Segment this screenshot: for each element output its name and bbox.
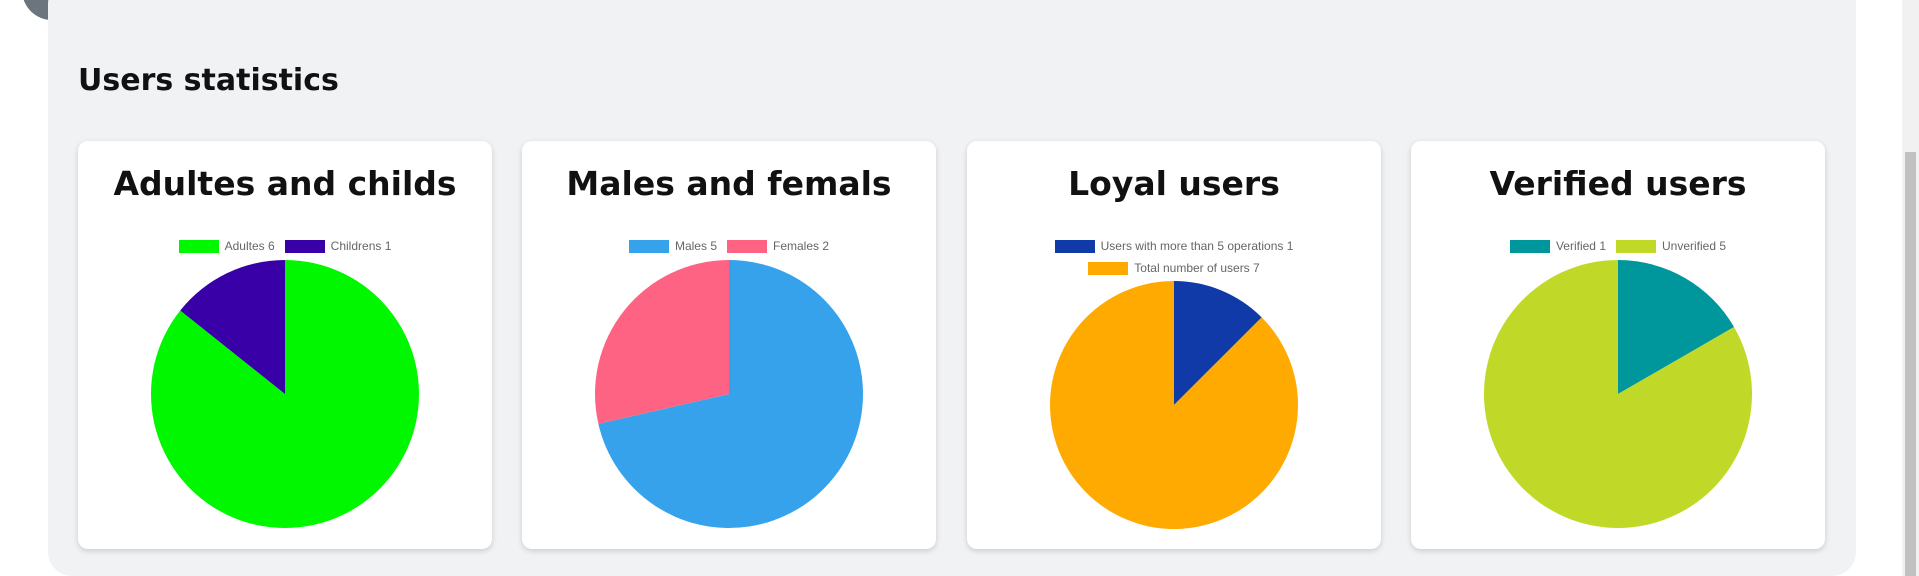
pie-slice-2[interactable]	[1050, 281, 1298, 529]
chart-card-males-females: Males and femals Males 5 Females 2	[522, 141, 936, 549]
pie-chart	[1484, 260, 1752, 528]
legend-label: Unverified 5	[1662, 239, 1727, 253]
section-title: Users statistics	[78, 63, 339, 98]
legend-swatch	[284, 239, 325, 253]
chart-legend: Males 5 Females 2	[522, 237, 936, 255]
legend-label: Adultes 6	[224, 239, 275, 253]
legend-label: Verified 1	[1555, 239, 1606, 253]
legend-label: Males 5	[674, 239, 717, 253]
legend-item-females[interactable]: Females 2	[727, 239, 829, 253]
scrollbar-track[interactable]	[1902, 0, 1919, 576]
pie-chart	[150, 260, 419, 528]
legend-label: Users with more than 5 operations 1	[1100, 239, 1294, 253]
legend-item-males[interactable]: Males 5	[628, 239, 717, 253]
pie-chart	[595, 260, 863, 528]
pie-slice-1[interactable]	[1618, 260, 1735, 394]
legend-swatch	[1088, 261, 1129, 275]
legend-swatch	[628, 239, 669, 253]
legend-swatch	[1509, 239, 1550, 253]
legend-label: Total number of users 7	[1134, 261, 1260, 275]
legend-label: Childrens 1	[330, 239, 392, 253]
chart-legend: Adultes 6 Childrens 1	[78, 237, 492, 255]
chart-legend: Verified 1 Unverified 5	[1411, 237, 1825, 255]
chart-title: Males and femals	[566, 164, 892, 203]
legend-item-verified[interactable]: Verified 1	[1509, 239, 1606, 253]
legend-label: Females 2	[773, 239, 830, 253]
pie-slice-2[interactable]	[1484, 260, 1752, 528]
chart-title: Loyal users	[1068, 164, 1280, 203]
chart-card-adults-children: Adultes and childs Adultes 6 Childrens 1	[78, 141, 492, 549]
pie-slice-2[interactable]	[595, 260, 729, 424]
chart-title: Adultes and childs	[113, 164, 457, 203]
legend-swatch	[1054, 239, 1095, 253]
chart-card-loyal-users: Loyal users Users with more than 5 opera…	[967, 141, 1381, 549]
scrollbar-thumb[interactable]	[1905, 152, 1916, 576]
pie-slice-1[interactable]	[1174, 281, 1262, 405]
legend-swatch	[727, 239, 767, 253]
chart-card-verified-users: Verified users Verified 1 Unverified 5	[1411, 141, 1825, 549]
chart-legend: Users with more than 5 operations 1 Tota…	[967, 237, 1381, 277]
pie-slice-1[interactable]	[598, 260, 863, 528]
legend-swatch	[178, 239, 219, 253]
legend-item-children[interactable]: Childrens 1	[284, 239, 392, 253]
legend-item-loyal[interactable]: Users with more than 5 operations 1	[1054, 239, 1294, 253]
pie-slice-1[interactable]	[150, 260, 419, 528]
pie-slice-2[interactable]	[180, 260, 285, 394]
pie-chart	[1050, 281, 1298, 529]
legend-item-total[interactable]: Total number of users 7	[1088, 261, 1260, 275]
chart-title: Verified users	[1489, 164, 1747, 203]
legend-item-unverified[interactable]: Unverified 5	[1616, 239, 1726, 253]
legend-swatch	[1616, 239, 1656, 253]
legend-item-adults[interactable]: Adultes 6	[178, 239, 275, 253]
